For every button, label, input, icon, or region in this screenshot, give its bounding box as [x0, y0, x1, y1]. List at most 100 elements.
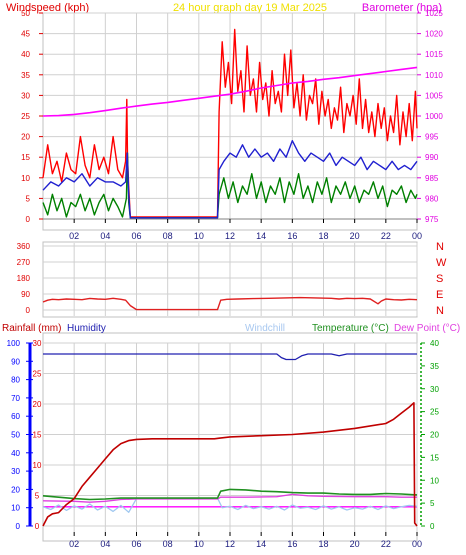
- x-tick-label: 06: [131, 231, 141, 241]
- compass-label: W: [436, 257, 447, 269]
- x-tick-label: 12: [225, 231, 235, 241]
- x-tick-label: 20: [350, 231, 360, 241]
- weather-panel-gridlines: [43, 342, 418, 532]
- x-tick-label: 14: [256, 539, 266, 549]
- graph-title: 24 hour graph day 19 Mar 2025: [173, 2, 327, 14]
- barometer-tick-label: 975: [425, 215, 439, 224]
- temperature-tick-label: 15: [430, 453, 439, 462]
- windspeed-tick-label: 20: [21, 133, 30, 142]
- barometer-tick-label: 990: [425, 153, 439, 162]
- compass-label: S: [436, 273, 443, 285]
- temperature-axis-title: Temperature (°C): [312, 323, 389, 334]
- x-tick-label: 22: [381, 231, 391, 241]
- wind-panel-windspeed-ticks: 0 5 10 15 20 25 30 35 40 45 50: [21, 9, 43, 224]
- humidity-tick-label: 70: [11, 394, 20, 403]
- humidity-tick-label: 0: [16, 522, 21, 531]
- barometer-line: [42, 66, 418, 117]
- humidity-tick-label: 90: [11, 357, 20, 366]
- humidity-tick-label: 60: [11, 412, 20, 421]
- direction-panel-series: [42, 296, 418, 311]
- weather-panel-series: [42, 353, 418, 527]
- x-tick-label: 22: [381, 539, 391, 549]
- windspeed-tick-label: 50: [21, 9, 30, 18]
- humidity-tick-label: 100: [7, 339, 21, 348]
- temperature-tick-label: 0: [430, 522, 435, 531]
- humidity-tick-label: 20: [11, 485, 20, 494]
- temperature-tick-label: 10: [430, 476, 439, 485]
- compass-label: N: [436, 305, 444, 317]
- rainfall-tick-label: 5: [35, 492, 40, 501]
- rainfall-tick-label: 30: [33, 339, 42, 348]
- direction-line: [42, 296, 418, 311]
- barometer-tick-label: 1005: [425, 91, 443, 100]
- direction-panel-gridlines: [43, 243, 418, 316]
- degree-tick-label: 180: [17, 274, 31, 283]
- windspeed-tick-label: 0: [26, 215, 31, 224]
- humidity-tick-label: 80: [11, 376, 20, 385]
- rainfall-line: [42, 401, 418, 527]
- direction-panel-degree-ticks: 0 90 180 270 360: [17, 242, 31, 315]
- compass-label: E: [436, 289, 443, 301]
- x-tick-label: 06: [131, 539, 141, 549]
- windchill-axis-title: Windchill: [245, 323, 285, 334]
- x-tick-label: 10: [194, 539, 204, 549]
- temperature-tick-label: 25: [430, 408, 439, 417]
- x-tick-label: 00: [412, 539, 422, 549]
- humidity-tick-label: 10: [11, 504, 20, 513]
- temperature-tick-label: 20: [430, 431, 439, 440]
- windspeed-tick-label: 10: [21, 174, 30, 183]
- windspeed-tick-label: 45: [21, 30, 30, 39]
- humidity-axis-title: Humidity: [67, 323, 106, 334]
- windspeed-tick-label: 25: [21, 112, 30, 121]
- humidity-axis: 0 10 20 30 40 50 60 70 80 90 100: [7, 339, 33, 531]
- x-tick-label: 18: [318, 231, 328, 241]
- x-tick-label: 00: [412, 231, 422, 241]
- temperature-tick-label: 40: [430, 339, 439, 348]
- degree-tick-label: 270: [17, 258, 31, 267]
- windspeed-tick-label: 35: [21, 71, 30, 80]
- avg-line: [42, 139, 418, 219]
- rainfall-axis-ticks: 0 5 10 15 20 25 30: [33, 339, 42, 531]
- humidity-tick-label: 50: [11, 431, 20, 440]
- temperature-tick-label: 35: [430, 362, 439, 371]
- degree-tick-label: 360: [17, 242, 31, 251]
- x-tick-label: 18: [318, 539, 328, 549]
- wind-panel-time-ticks: 02 04 06 08 10 12 14 16 18 20 22 00: [69, 219, 422, 241]
- wind-panel-series: [42, 28, 418, 219]
- x-tick-label: 16: [287, 231, 297, 241]
- x-tick-label: 02: [69, 539, 79, 549]
- rainfall-tick-label: 10: [33, 461, 42, 470]
- x-tick-label: 20: [350, 539, 360, 549]
- windspeed-tick-label: 15: [21, 153, 30, 162]
- humidity-line: [43, 353, 417, 361]
- compass-label: N: [436, 241, 444, 253]
- barometer-tick-label: 1020: [425, 30, 443, 39]
- rainfall-tick-label: 15: [33, 431, 42, 440]
- temperature-line: [42, 488, 418, 501]
- barometer-tick-label: 1000: [425, 112, 443, 121]
- x-tick-label: 04: [100, 231, 110, 241]
- x-tick-label: 08: [163, 539, 173, 549]
- humidity-tick-label: 40: [11, 449, 20, 458]
- x-tick-label: 02: [69, 231, 79, 241]
- windchill-line: [42, 497, 418, 513]
- x-tick-label: 12: [225, 539, 235, 549]
- barometer-tick-label: 1015: [425, 50, 443, 59]
- degree-tick-label: 90: [21, 290, 30, 299]
- barometer-tick-label: 1010: [425, 71, 443, 80]
- gust-line: [42, 28, 418, 218]
- rainfall-tick-label: 0: [35, 522, 40, 531]
- windspeed-tick-label: 5: [26, 194, 31, 203]
- min-line: [42, 152, 418, 219]
- barometer-axis-title: Barometer (hpa): [362, 2, 442, 14]
- dewpoint-axis-title: Dew Point (°C): [394, 323, 460, 334]
- x-tick-label: 16: [287, 539, 297, 549]
- rainfall-tick-label: 20: [33, 400, 42, 409]
- weather-panel-time-ticks: 02 04 06 08 10 12 14 16 18 20 22 00: [69, 532, 422, 549]
- degree-tick-label: 0: [26, 306, 31, 315]
- barometer-tick-label: 980: [425, 194, 439, 203]
- x-tick-label: 04: [100, 539, 110, 549]
- temperature-axis: 0 5 10 15 20 25 30 35 40: [420, 339, 439, 531]
- x-tick-label: 14: [256, 231, 266, 241]
